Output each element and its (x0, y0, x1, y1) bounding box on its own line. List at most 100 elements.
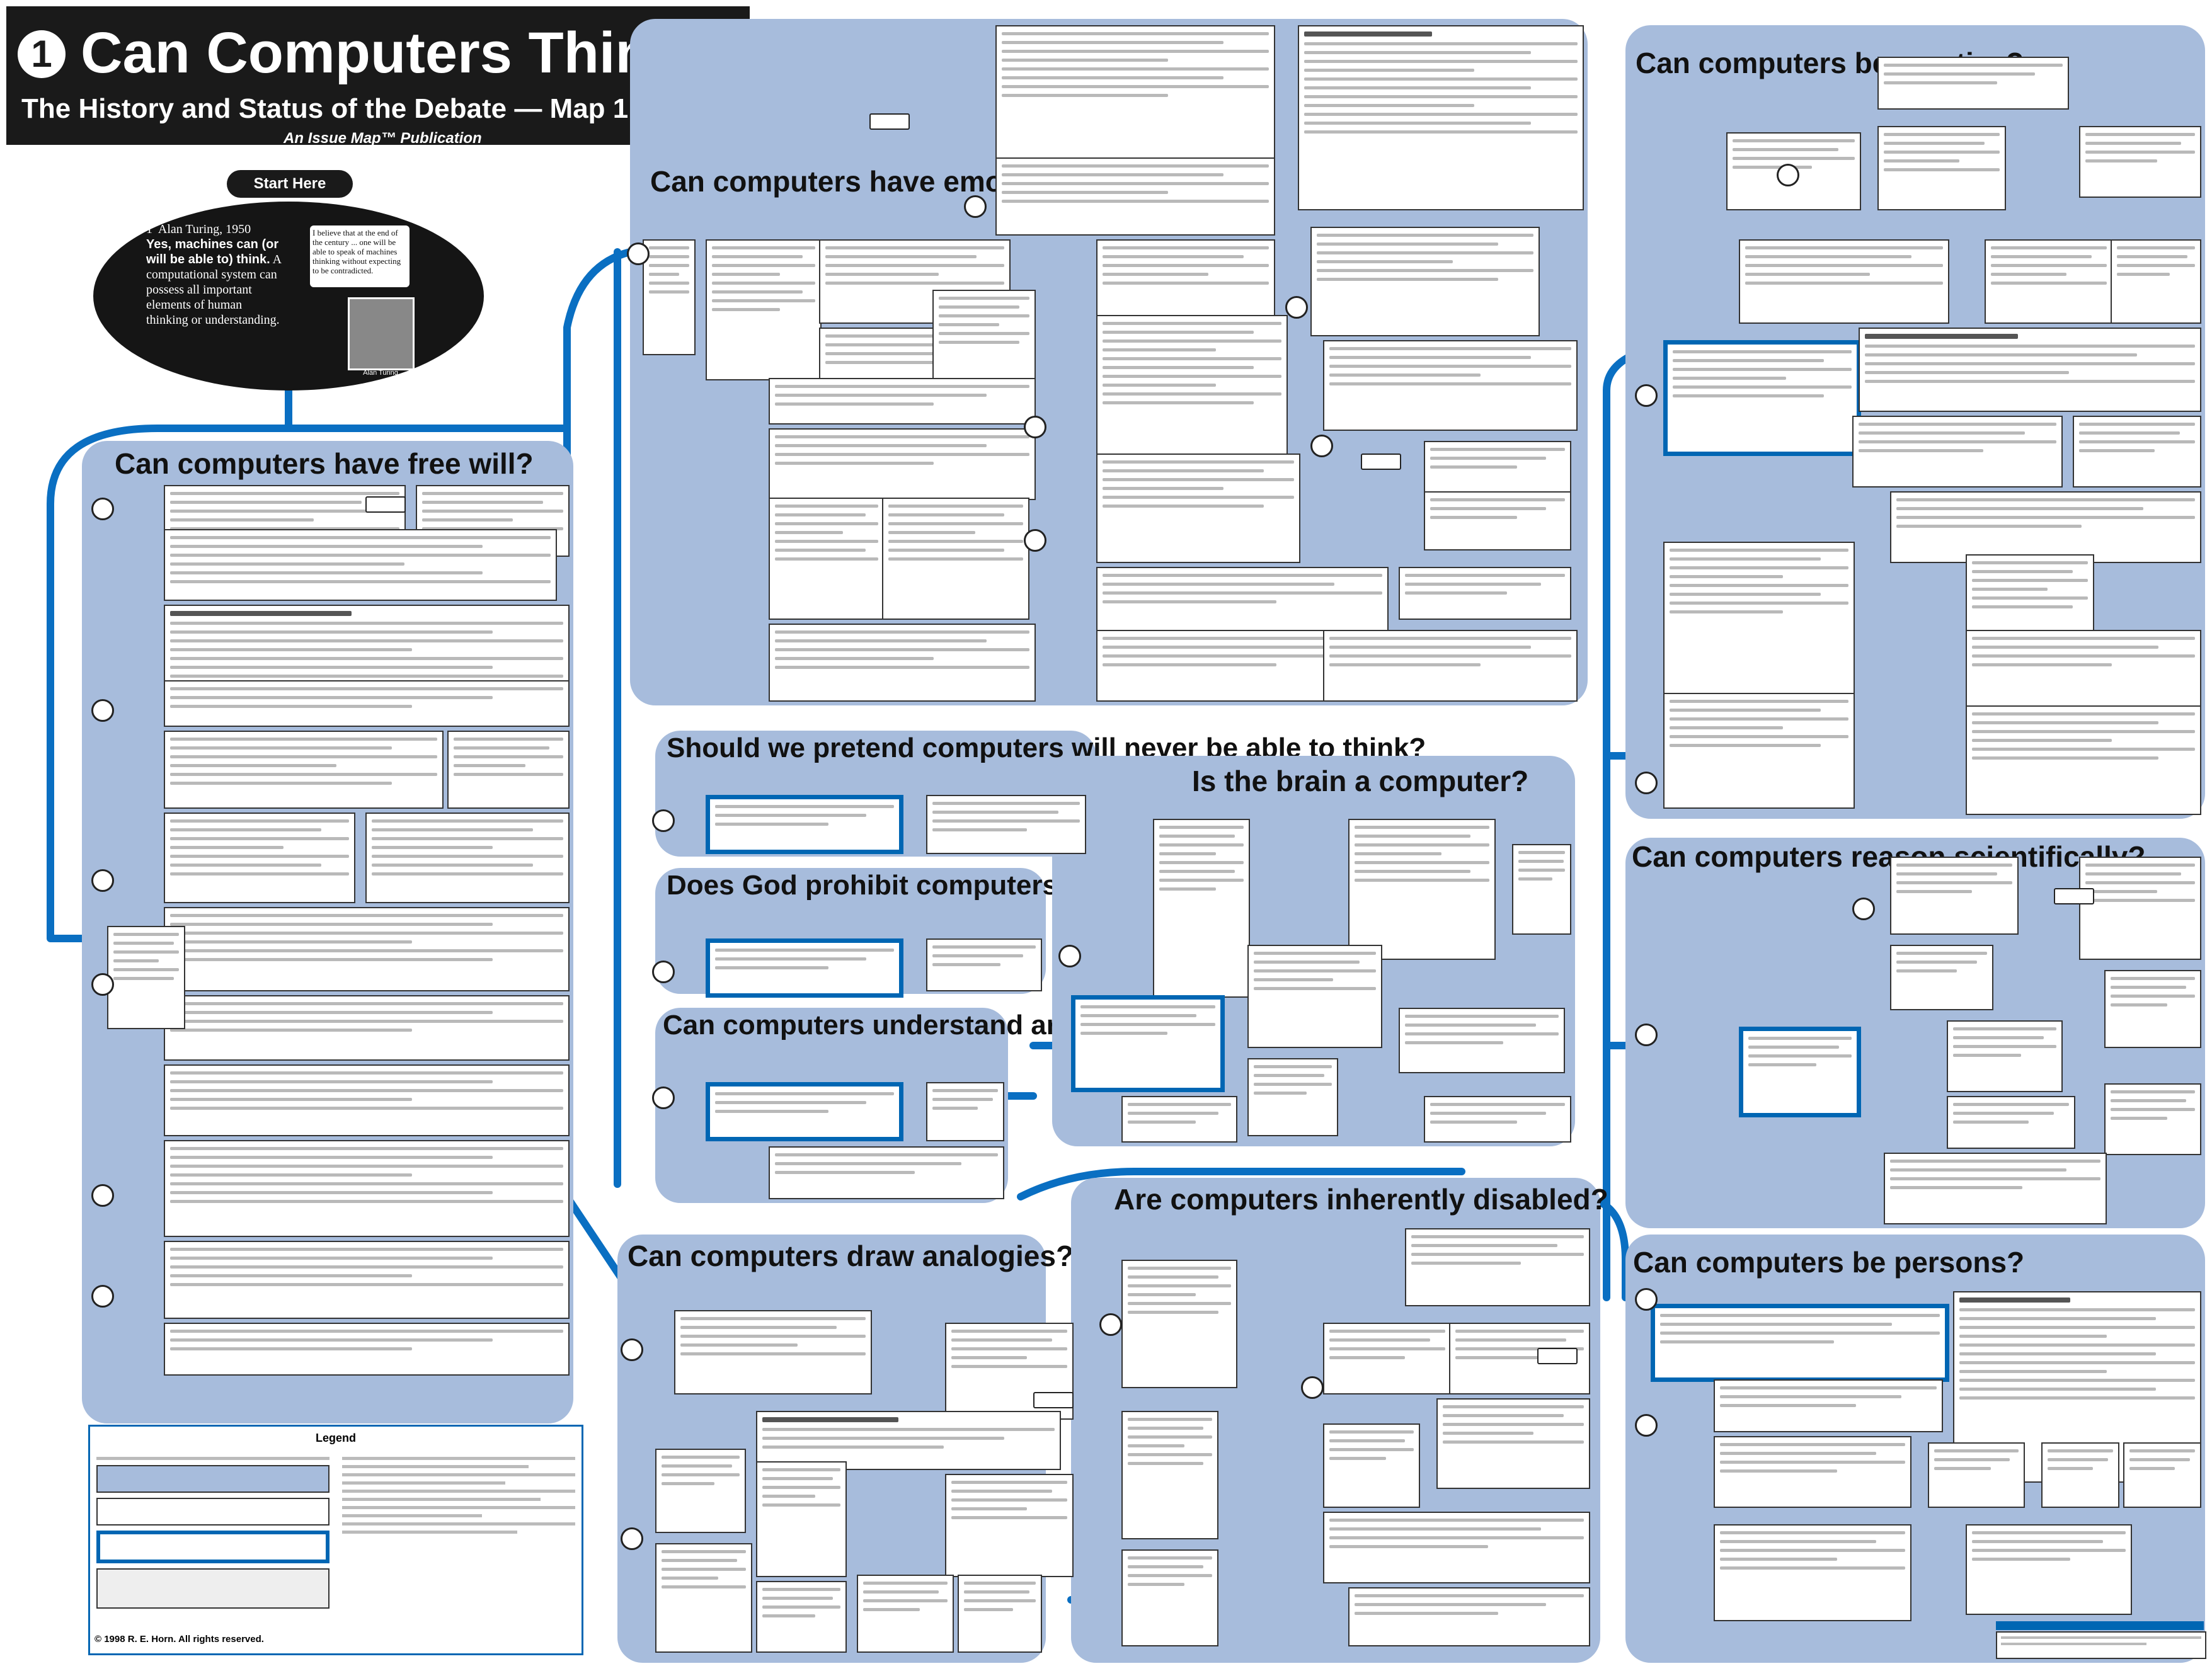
claim-card[interactable] (2079, 857, 2201, 960)
argument-tag[interactable] (1033, 1392, 1074, 1408)
claim-card[interactable] (926, 938, 1042, 991)
disputes-node[interactable] (652, 1086, 675, 1109)
claim-card-highlighted[interactable] (1663, 340, 1861, 456)
claim-card[interactable] (995, 157, 1275, 236)
claim-card[interactable] (756, 1581, 847, 1653)
argument-tag[interactable] (2054, 888, 2094, 904)
disputes-node[interactable] (1310, 435, 1333, 457)
claim-card[interactable] (2073, 416, 2201, 488)
claim-card[interactable] (1424, 491, 1571, 550)
disputes-node[interactable] (1635, 1288, 1658, 1311)
claim-card[interactable] (1153, 819, 1250, 998)
start-claim-blob[interactable] (93, 202, 484, 391)
claim-card[interactable] (1348, 819, 1496, 960)
claim-card[interactable] (164, 680, 570, 727)
claim-card[interactable] (1310, 227, 1540, 336)
disputes-node[interactable] (621, 1338, 643, 1361)
claim-card[interactable] (1890, 857, 2019, 935)
claim-card[interactable] (655, 1449, 746, 1533)
claim-card[interactable] (1096, 567, 1389, 632)
claim-card[interactable] (1323, 340, 1578, 431)
claim-card[interactable] (164, 529, 557, 601)
disputes-node[interactable] (1024, 529, 1046, 552)
claim-card[interactable] (2041, 1442, 2119, 1508)
claim-card[interactable] (2079, 126, 2201, 198)
claim-card[interactable] (1298, 25, 1584, 210)
claim-card[interactable] (1323, 1323, 1452, 1394)
claim-card[interactable] (1714, 1436, 1911, 1508)
claim-card[interactable] (1399, 1008, 1565, 1073)
claim-card[interactable] (926, 1082, 1004, 1141)
claim-card[interactable] (1663, 693, 1855, 809)
claim-card[interactable] (1852, 416, 2063, 488)
claim-card[interactable] (164, 813, 355, 903)
claim-card[interactable] (756, 1461, 847, 1577)
disputes-node[interactable] (1635, 384, 1658, 407)
claim-card[interactable] (769, 378, 1036, 425)
disputes-node[interactable] (91, 973, 114, 996)
claim-card-highlighted[interactable] (1651, 1304, 1949, 1382)
disputes-node[interactable] (1852, 898, 1875, 920)
disputes-node[interactable] (1099, 1313, 1122, 1336)
claim-card[interactable] (2123, 1442, 2201, 1508)
claim-card-highlighted[interactable] (1071, 995, 1225, 1092)
claim-card[interactable] (1663, 542, 1855, 695)
claim-card[interactable] (958, 1575, 1042, 1653)
claim-card[interactable] (1247, 945, 1382, 1048)
argument-tag[interactable] (869, 113, 910, 130)
disputes-node[interactable] (1058, 945, 1081, 967)
claim-card-highlighted[interactable] (706, 795, 903, 854)
disputes-node[interactable] (1777, 164, 1799, 186)
claim-card[interactable] (164, 1323, 570, 1376)
claim-card[interactable] (769, 1146, 1004, 1199)
claim-card[interactable] (1121, 1096, 1237, 1143)
disputes-node[interactable] (91, 699, 114, 722)
claim-card[interactable] (1348, 1587, 1590, 1646)
claim-card[interactable] (1884, 1153, 2107, 1224)
claim-card[interactable] (1121, 1411, 1218, 1539)
claim-card[interactable] (882, 498, 1029, 620)
claim-card[interactable] (1323, 1512, 1590, 1583)
disputes-node[interactable] (627, 242, 650, 265)
claim-card[interactable] (1947, 1096, 2075, 1149)
claim-card[interactable] (1890, 945, 1993, 1010)
claim-card[interactable] (926, 795, 1086, 854)
claim-card-highlighted[interactable] (1739, 1027, 1861, 1117)
disputes-node[interactable] (1301, 1376, 1324, 1399)
disputes-node[interactable] (1635, 772, 1658, 794)
argument-tag[interactable] (1537, 1348, 1578, 1364)
claim-card[interactable] (706, 239, 822, 380)
disputes-node[interactable] (652, 961, 675, 983)
disputes-node[interactable] (652, 809, 675, 832)
claim-card[interactable] (1121, 1549, 1218, 1646)
claim-card[interactable] (857, 1575, 954, 1653)
disputes-node[interactable] (91, 1184, 114, 1207)
claim-card[interactable] (1436, 1398, 1590, 1489)
claim-card[interactable] (1966, 705, 2201, 815)
claim-card[interactable] (1323, 1423, 1420, 1508)
claim-card[interactable] (945, 1474, 1074, 1577)
claim-card[interactable] (1928, 1442, 2025, 1508)
claim-card[interactable] (164, 731, 444, 809)
claim-card[interactable] (756, 1411, 1061, 1470)
claim-card[interactable] (164, 1064, 570, 1136)
claim-card[interactable] (1890, 491, 2201, 563)
disputes-node[interactable] (1285, 296, 1308, 319)
claim-card[interactable] (1424, 1096, 1571, 1143)
claim-card[interactable] (643, 239, 696, 355)
claim-card[interactable] (995, 25, 1275, 160)
claim-card[interactable] (447, 731, 570, 809)
claim-card[interactable] (1877, 126, 2006, 210)
claim-card[interactable] (674, 1310, 872, 1394)
disputes-node[interactable] (91, 869, 114, 892)
claim-card[interactable] (1323, 630, 1578, 702)
claim-card[interactable] (1966, 1524, 2132, 1615)
claim-card[interactable] (1859, 328, 2201, 412)
claim-card[interactable] (769, 624, 1036, 702)
claim-card[interactable] (164, 907, 570, 991)
claim-card[interactable] (1512, 844, 1571, 935)
claim-card[interactable] (1121, 1260, 1237, 1388)
claim-card[interactable] (1966, 630, 2201, 708)
claim-card-highlighted[interactable] (706, 1082, 903, 1141)
claim-card[interactable] (1714, 1524, 1911, 1621)
